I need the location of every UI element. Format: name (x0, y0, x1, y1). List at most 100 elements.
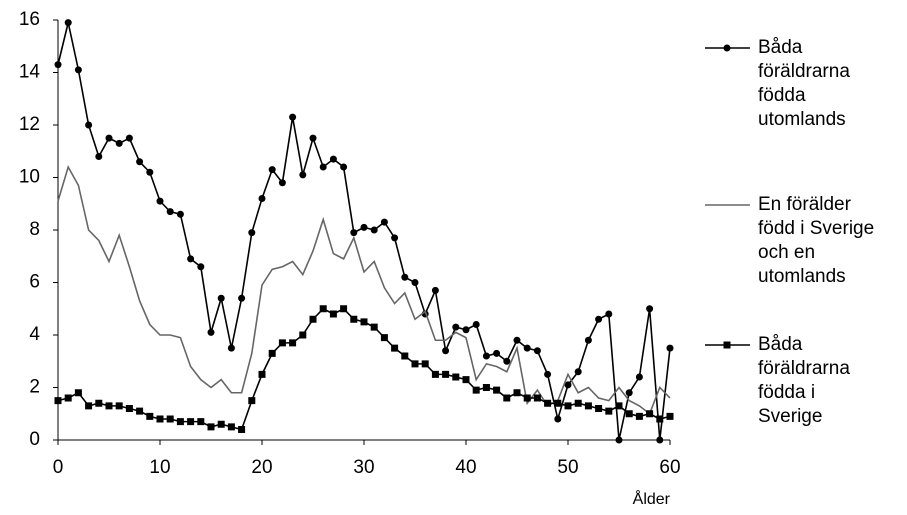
data-point (125, 405, 133, 412)
y-tick-label: 6 (29, 272, 40, 293)
data-point (289, 113, 297, 121)
data-point (217, 294, 225, 302)
data-point (227, 344, 235, 352)
data-point (125, 134, 133, 142)
data-point (482, 384, 490, 391)
data-point (615, 436, 623, 444)
data-point (197, 418, 205, 426)
legend-marker (723, 341, 731, 349)
data-point (115, 139, 123, 147)
x-tick-label: 40 (455, 457, 476, 478)
data-point (166, 415, 174, 423)
data-point (258, 195, 266, 202)
data-point (187, 255, 195, 263)
data-point (370, 226, 378, 234)
data-point (156, 415, 164, 423)
data-point (472, 386, 480, 394)
data-point (391, 234, 399, 242)
data-point (513, 389, 521, 397)
data-point (391, 344, 399, 352)
data-point (319, 305, 327, 313)
data-point (146, 412, 154, 420)
x-tick-label: 10 (149, 457, 170, 478)
data-point (544, 399, 552, 407)
data-point (136, 407, 144, 415)
data-point (380, 334, 388, 342)
data-point (187, 418, 195, 426)
data-point (656, 436, 664, 444)
data-point (278, 339, 286, 347)
data-point (105, 134, 113, 142)
data-point (54, 397, 62, 405)
data-point (319, 163, 327, 171)
x-tick-label: 0 (53, 457, 64, 478)
data-point (115, 402, 123, 410)
data-point (574, 399, 582, 407)
data-point (105, 402, 113, 410)
data-point (544, 370, 552, 378)
data-point (238, 294, 246, 302)
data-point (248, 397, 256, 405)
data-point (605, 407, 613, 415)
data-point (666, 344, 674, 352)
data-point (95, 153, 103, 160)
data-point (74, 66, 82, 74)
x-tick-label: 60 (659, 457, 680, 478)
data-point (340, 163, 348, 171)
y-tick-label: 0 (29, 429, 40, 450)
data-point (54, 61, 62, 69)
y-tick-label: 10 (19, 167, 40, 188)
data-point (493, 349, 501, 357)
x-tick-label: 20 (251, 457, 272, 478)
legend-label: Båda föräldrarna födda i Sverige (758, 334, 850, 427)
data-point (635, 412, 643, 420)
y-tick-label: 8 (29, 219, 40, 240)
data-point (656, 415, 664, 423)
y-tick-label: 12 (19, 114, 40, 135)
legend-label: Båda föräldrarna födda utomlands (758, 37, 850, 130)
data-point (340, 305, 348, 313)
data-point (401, 273, 409, 281)
data-point (278, 179, 286, 187)
data-point (533, 347, 541, 355)
data-point (625, 410, 633, 418)
legend-marker (723, 44, 731, 52)
data-point (493, 386, 501, 394)
data-point (503, 357, 511, 365)
data-point (380, 218, 388, 226)
data-point (289, 339, 297, 347)
data-point (156, 197, 164, 205)
data-point (207, 423, 215, 431)
data-point (370, 323, 378, 331)
data-point (268, 166, 276, 174)
data-point (350, 315, 358, 323)
data-point (564, 402, 572, 410)
data-point (462, 376, 470, 384)
data-point (258, 370, 266, 378)
data-point (227, 423, 235, 431)
data-point (523, 344, 531, 352)
data-point (574, 368, 582, 376)
data-point (431, 370, 439, 378)
data-point (176, 210, 184, 218)
series-line (57, 164, 671, 416)
data-point (350, 229, 358, 237)
data-point (595, 405, 603, 412)
data-point (176, 418, 184, 426)
data-point (421, 360, 429, 368)
data-point (360, 318, 368, 326)
data-point (248, 229, 256, 237)
data-point (554, 399, 562, 407)
data-point (605, 310, 613, 318)
x-tick-label: 30 (353, 457, 374, 478)
data-point (452, 323, 460, 331)
data-point (329, 155, 337, 163)
data-point (595, 315, 603, 323)
x-tick-label: 50 (557, 457, 578, 478)
x-axis-label: Ålder (633, 489, 671, 508)
data-point (533, 394, 541, 402)
data-point (217, 420, 225, 428)
data-point (64, 394, 72, 402)
data-point (299, 331, 307, 339)
